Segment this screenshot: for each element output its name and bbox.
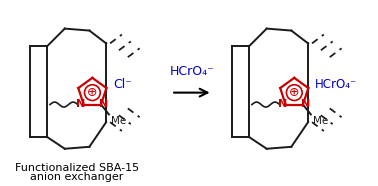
Text: anion exchanger: anion exchanger	[30, 172, 123, 182]
Text: Me: Me	[313, 116, 328, 126]
Text: ⊕: ⊕	[87, 86, 98, 99]
Text: Me: Me	[111, 116, 126, 126]
Text: N: N	[99, 99, 108, 109]
Text: HCrO₄⁻: HCrO₄⁻	[315, 78, 357, 91]
Text: HCrO₄⁻: HCrO₄⁻	[169, 65, 214, 78]
Text: Cl⁻: Cl⁻	[113, 78, 132, 91]
Text: N: N	[301, 99, 311, 109]
Text: N: N	[278, 99, 287, 109]
Text: Functionalized SBA-15: Functionalized SBA-15	[14, 163, 139, 173]
Text: N: N	[76, 99, 85, 109]
Text: ⊕: ⊕	[289, 86, 299, 99]
